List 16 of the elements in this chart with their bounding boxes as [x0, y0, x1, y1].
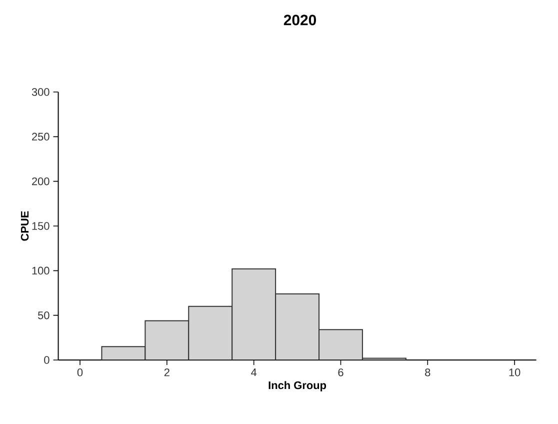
y-tick-label: 300 — [32, 88, 50, 96]
x-tick-label: 6 — [338, 368, 344, 376]
x-tick-label: 2 — [164, 368, 170, 376]
y-axis-title: CPUE — [20, 211, 29, 241]
y-tick-label: 50 — [38, 311, 50, 320]
y-tick-label: 100 — [32, 266, 50, 275]
x-tick-label: 10 — [509, 368, 520, 376]
y-tick-label: 150 — [32, 222, 50, 230]
x-axis-title: Inch Group — [268, 381, 326, 392]
x-tick-label: 0 — [77, 368, 83, 376]
x-tick-label: 8 — [425, 368, 430, 376]
y-tick-label: 200 — [32, 177, 50, 186]
y-tick-label: 250 — [32, 132, 50, 141]
chart-title: 2020 — [284, 14, 316, 26]
x-tick-label: 4 — [251, 368, 257, 376]
y-tick-label: 0 — [44, 356, 50, 364]
